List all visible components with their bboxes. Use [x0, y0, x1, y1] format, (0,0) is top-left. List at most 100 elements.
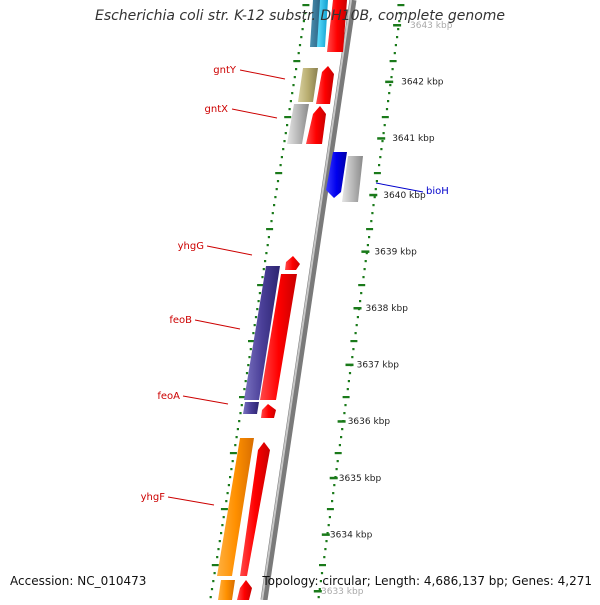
tick-dot: [348, 372, 352, 375]
genome-backbone: [260, 0, 357, 601]
tick-dot: [338, 444, 341, 447]
tick-dot: [261, 276, 264, 279]
tick-dot: [336, 460, 339, 463]
kbp-tick: [313, 590, 322, 593]
tick-dot: [343, 412, 346, 415]
tick-dot: [335, 468, 338, 471]
leader-yhgF: [167, 496, 215, 506]
kbp-label: 3638 kbp: [366, 304, 409, 314]
tick-dot: [389, 84, 392, 87]
topology-text: Topology: circular; Length: 4,686,137 bp…: [262, 574, 592, 588]
tick-dot: [239, 396, 246, 399]
kbp-tick: [377, 137, 386, 140]
tick-dot: [266, 228, 274, 231]
kbp-tick: [361, 250, 370, 253]
tick-dot: [275, 172, 283, 175]
kbp-label: 3640 kbp: [383, 191, 426, 201]
gene-bioH-misc: [342, 156, 363, 202]
tick-dot: [318, 588, 321, 591]
kbp-tick: [385, 80, 394, 84]
tick-dot: [286, 124, 289, 127]
tick-dot: [356, 316, 359, 319]
kbp-tick: [321, 533, 330, 536]
tick-dot: [391, 68, 394, 71]
tick-dot: [390, 76, 393, 79]
gene-partial-red: [327, 0, 347, 52]
gene-bioH-cds: [326, 152, 347, 198]
tick-dot: [231, 460, 234, 463]
tick-dot: [332, 492, 335, 495]
tick-dot: [365, 252, 368, 255]
tick-dot: [239, 412, 242, 415]
tick-dot: [328, 516, 331, 519]
tick-dot: [387, 100, 390, 103]
tick-dot: [373, 172, 381, 175]
gene-label-bioH: bioH: [426, 186, 449, 197]
gene-label-gntY: gntY: [213, 65, 237, 76]
leader-bioH: [375, 182, 424, 193]
kbp-label: 3636 kbp: [348, 417, 391, 427]
accession-text: Accession: NC_010473: [10, 574, 147, 588]
tick-dot: [346, 388, 349, 391]
tick-dot: [360, 292, 363, 295]
tick-dot: [289, 100, 292, 103]
tick-dot: [364, 260, 367, 263]
tick-dot: [381, 140, 384, 143]
kbp-tick: [345, 363, 354, 367]
gene-yhgF-misc: [217, 438, 254, 576]
tick-dot: [222, 516, 225, 519]
gene-partial-red-bottom: [237, 580, 252, 600]
tick-dot: [302, 20, 305, 23]
leader-feoA: [182, 395, 229, 405]
tick-dot: [293, 60, 301, 63]
tick-dot: [379, 156, 382, 159]
tick-dot: [358, 284, 366, 287]
tick-dot: [325, 540, 328, 543]
tick-dot: [331, 500, 334, 503]
tick-dot: [319, 564, 326, 567]
tick-dot: [363, 268, 366, 271]
tick-dot: [326, 532, 329, 535]
tick-dot: [389, 60, 397, 63]
gene-gntY-misc: [298, 68, 318, 102]
gene-yhgG-cds: [285, 256, 300, 270]
tick-dot: [333, 484, 336, 487]
tick-dot: [368, 236, 371, 239]
tick-dot: [326, 508, 334, 511]
tick-dot: [342, 396, 350, 399]
tick-dot: [398, 20, 401, 23]
tick-dot: [227, 484, 230, 487]
gene-partial-cyan: [317, 0, 328, 47]
tick-dot: [382, 132, 385, 135]
tick-dot: [374, 188, 377, 191]
tick-dot: [394, 44, 397, 47]
gene-label-feoB: feoB: [169, 315, 192, 326]
tick-dot: [370, 220, 373, 223]
tick-dot: [366, 244, 369, 247]
tick-dot: [238, 420, 241, 423]
tick-dot: [393, 52, 396, 55]
tick-dot: [247, 364, 250, 367]
tick-dot: [283, 140, 286, 143]
tick-dot: [220, 532, 223, 535]
tick-dot: [350, 340, 358, 343]
tick-dot: [291, 92, 294, 95]
tick-dot: [258, 292, 261, 295]
tick-dot: [267, 236, 270, 239]
tick-dot: [276, 180, 280, 183]
tick-dot: [257, 300, 260, 303]
tick-dot: [347, 380, 350, 383]
gene-partial-orange-bottom: [218, 580, 235, 600]
tick-dot: [373, 196, 376, 199]
tick-dot: [351, 356, 354, 359]
tick-dot: [264, 260, 267, 263]
tick-dot: [275, 188, 278, 191]
tick-dot: [229, 476, 232, 479]
tick-dot: [354, 332, 357, 335]
tick-dot: [397, 4, 405, 7]
tick-dot: [235, 436, 238, 439]
tick-dot: [249, 348, 252, 351]
kbp-label: 3633 kbp: [321, 587, 364, 597]
tick-dot: [221, 524, 224, 527]
